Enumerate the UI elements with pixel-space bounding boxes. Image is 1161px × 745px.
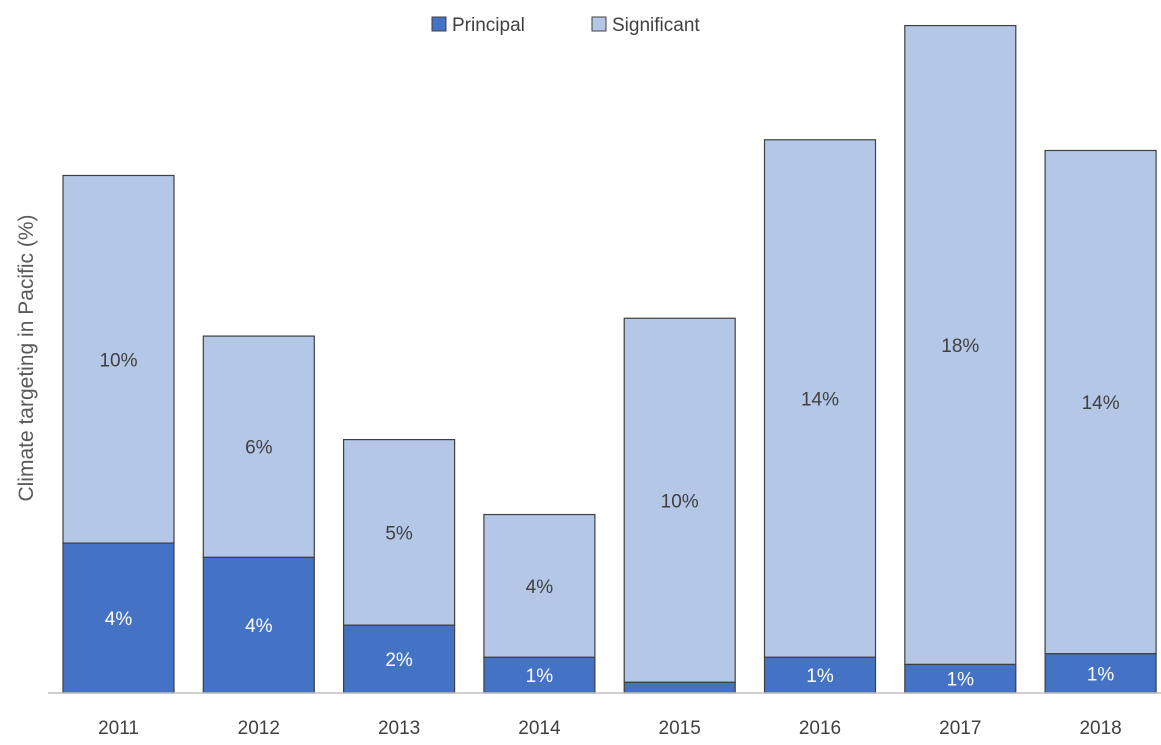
bar-significant-2012: [202, 335, 315, 558]
bar-significant-2013: [343, 438, 456, 626]
data-label-significant-2015: 10%: [661, 491, 699, 512]
x-tick-label-2017: 2017: [939, 718, 981, 739]
data-label-principal-2011: 4%: [105, 609, 133, 630]
data-label-significant-2011: 10%: [99, 350, 137, 371]
bar-significant-2016: [763, 139, 877, 658]
data-label-significant-2016: 14%: [801, 390, 839, 411]
x-tick-label-2015: 2015: [659, 718, 701, 739]
x-axis-tick-labels: 2011 2012 2013 2014 2015 2016 2017 2018: [98, 718, 1122, 739]
data-label-significant-2012: 6%: [245, 438, 273, 459]
x-tick-label-2016: 2016: [799, 718, 841, 739]
data-label-significant-2014: 4%: [526, 577, 554, 598]
data-label-principal-2013: 2%: [385, 650, 413, 671]
bar-significant-2018: [1044, 149, 1157, 655]
bar-principal-2012: [202, 556, 315, 694]
data-label-significant-2013: 5%: [385, 523, 413, 544]
data-label-significant-2018: 14%: [1082, 393, 1120, 414]
data-label-principal-2014: 1%: [526, 666, 554, 687]
bar-significant-2011: [62, 174, 175, 544]
x-tick-label-2011: 2011: [98, 718, 139, 739]
legend-label-principal: Principal: [452, 15, 525, 36]
x-tick-label-2018: 2018: [1079, 718, 1121, 739]
legend-swatch-significant: [591, 16, 607, 32]
data-label-principal-2016: 1%: [806, 666, 834, 687]
legend-label-significant: Significant: [612, 15, 700, 36]
x-tick-label-2012: 2012: [238, 718, 280, 739]
bar-principal-2016: [763, 656, 877, 694]
data-label-principal-2012: 4%: [245, 616, 273, 637]
x-tick-label-2013: 2013: [378, 718, 420, 739]
legend-swatch-principal: [431, 16, 447, 32]
data-label-significant-2017: 18%: [941, 336, 979, 357]
data-label-principal-2017: 1%: [947, 670, 975, 691]
bar-significant-2017: [904, 24, 1017, 666]
bars: 10% 4% 6% 4% 5% 2% 4% 1% 10% 14% 1% 18% 1% 14% 1%: [62, 24, 1157, 694]
data-label-principal-2018: 1%: [1087, 664, 1115, 685]
x-tick-label-2014: 2014: [518, 718, 561, 739]
bar-principal-2013: [343, 624, 456, 694]
y-axis-title: Climate targeting in Pacific (%): [15, 214, 38, 501]
bar-principal-2014: [483, 656, 596, 694]
bar-principal-2015: [623, 681, 736, 694]
legend: Principal Significant: [431, 15, 700, 36]
bar-principal-2011: [62, 542, 175, 694]
